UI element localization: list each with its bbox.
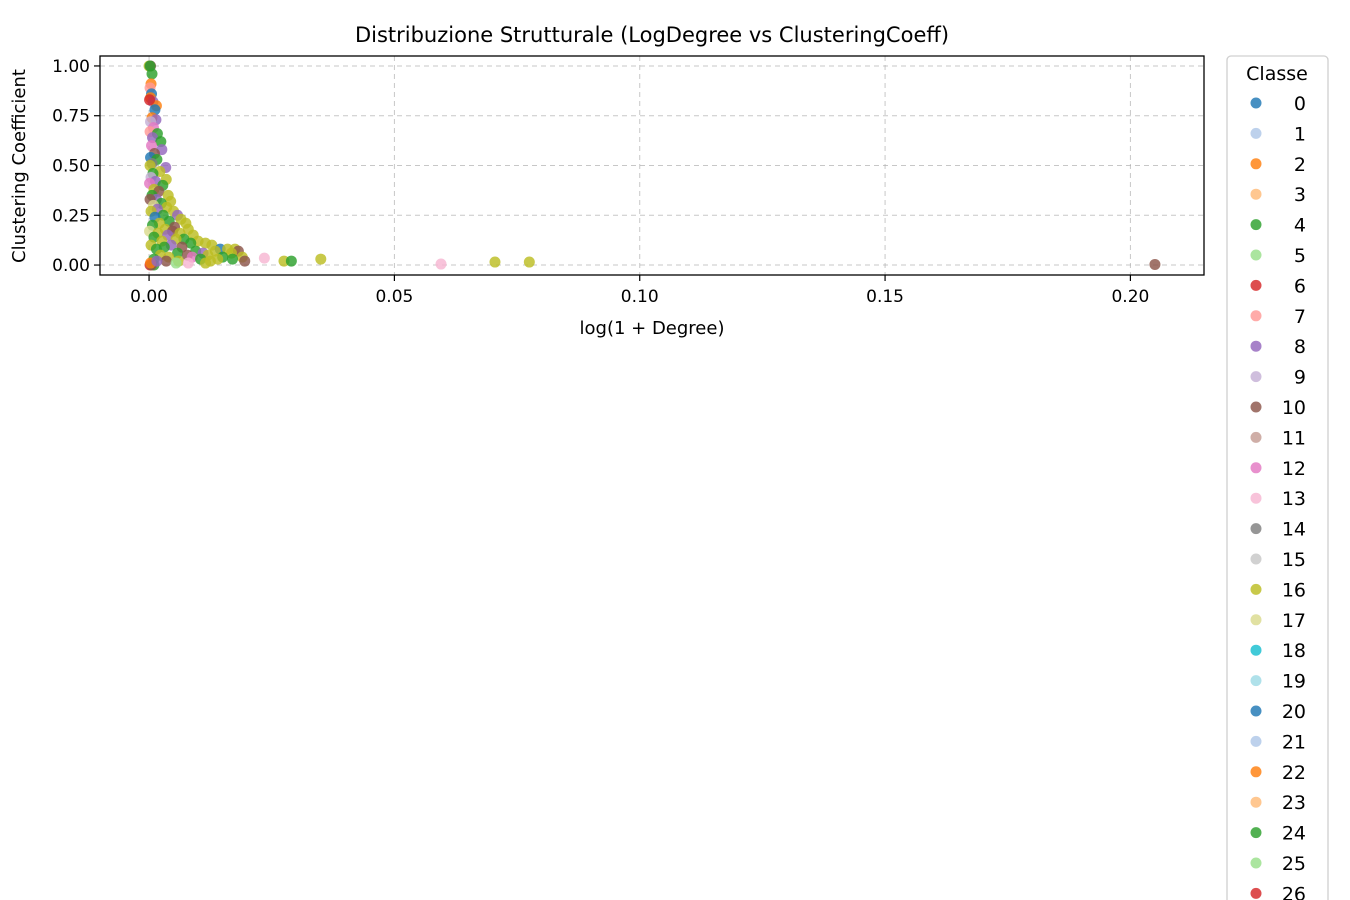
data-point (146, 68, 158, 80)
data-point (489, 256, 501, 268)
data-point (239, 255, 251, 267)
data-point (523, 256, 535, 268)
legend-marker (1250, 279, 1262, 291)
legend-marker (1250, 644, 1262, 656)
legend-marker (1250, 553, 1262, 565)
data-point (435, 258, 447, 270)
legend-label: 11 (1282, 427, 1306, 449)
legend-marker (1250, 614, 1262, 626)
x-tick-label: 0.05 (375, 287, 413, 307)
legend-marker (1250, 462, 1262, 474)
data-point (315, 253, 327, 265)
legend-label: 14 (1282, 519, 1306, 541)
legend-title: Classe (1246, 63, 1308, 85)
y-axis-label: Clustering Coefficient (9, 69, 30, 263)
chart-title: Distribuzione Strutturale (LogDegree vs … (355, 23, 949, 47)
data-point (147, 132, 159, 144)
legend-marker (1250, 401, 1262, 413)
data-point (185, 237, 197, 249)
legend-label: 19 (1282, 671, 1306, 693)
data-point (151, 255, 163, 267)
legend-label: 21 (1282, 731, 1306, 753)
x-axis-ticks: 0.00 0.05 0.10 0.15 0.20 (130, 275, 1149, 307)
data-point (182, 257, 194, 269)
legend-marker (1250, 492, 1262, 504)
legend-label: 7 (1294, 306, 1306, 328)
legend-marker (1250, 523, 1262, 535)
legend-marker (1250, 827, 1262, 839)
legend-box (1226, 55, 1329, 900)
legend-marker (1250, 97, 1262, 109)
legend-marker (1250, 735, 1262, 747)
legend-label: 25 (1282, 853, 1306, 875)
legend-entries: 0123456789101112131415161718192021222324… (1250, 93, 1306, 900)
legend-marker (1250, 371, 1262, 383)
legend-marker (1250, 219, 1262, 231)
data-point (170, 257, 182, 269)
legend-label: 9 (1294, 367, 1306, 389)
legend-marker (1250, 766, 1262, 778)
data-points (143, 60, 1161, 271)
legend-label: 20 (1282, 701, 1306, 723)
legend-label: 10 (1282, 397, 1306, 419)
legend-label: 12 (1282, 458, 1306, 480)
data-point (226, 253, 238, 265)
legend-marker (1250, 340, 1262, 352)
legend: Classe 012345678910111213141516171819202… (1226, 55, 1329, 900)
data-point (155, 136, 167, 148)
y-tick-label: 0.75 (52, 107, 90, 127)
legend-label: 5 (1294, 245, 1306, 267)
legend-label: 26 (1282, 883, 1306, 900)
x-tick-label: 0.20 (1111, 287, 1149, 307)
y-tick-label: 0.00 (52, 256, 90, 276)
legend-marker (1250, 158, 1262, 170)
y-tick-label: 0.50 (52, 157, 90, 177)
legend-marker (1250, 127, 1262, 139)
legend-marker (1250, 705, 1262, 717)
legend-marker (1250, 583, 1262, 595)
legend-marker (1250, 188, 1262, 200)
legend-label: 23 (1282, 792, 1306, 814)
x-axis-label: log(1 + Degree) (580, 318, 725, 339)
legend-label: 1 (1294, 123, 1306, 145)
grid-lines (100, 56, 1204, 275)
legend-label: 2 (1294, 154, 1306, 176)
legend-label: 3 (1294, 184, 1306, 206)
legend-label: 4 (1294, 215, 1306, 237)
data-point (1149, 258, 1161, 270)
x-tick-label: 0.10 (621, 287, 659, 307)
x-tick-label: 0.15 (866, 287, 904, 307)
legend-label: 6 (1294, 275, 1306, 297)
legend-label: 16 (1282, 579, 1306, 601)
legend-label: 24 (1282, 823, 1306, 845)
legend-marker (1250, 249, 1262, 261)
data-point (172, 247, 184, 259)
data-point (199, 257, 211, 269)
legend-marker (1250, 887, 1262, 899)
legend-label: 17 (1282, 610, 1306, 632)
data-point (258, 252, 270, 264)
y-axis-ticks: 0.00 0.25 0.50 0.75 1.00 (52, 57, 100, 276)
legend-label: 0 (1294, 93, 1306, 115)
data-point (144, 94, 156, 106)
x-tick-label: 0.00 (130, 287, 168, 307)
legend-marker (1250, 431, 1262, 443)
legend-label: 18 (1282, 640, 1306, 662)
data-point (285, 255, 297, 267)
legend-label: 8 (1294, 336, 1306, 358)
legend-marker (1250, 675, 1262, 687)
legend-label: 15 (1282, 549, 1306, 571)
legend-label: 13 (1282, 488, 1306, 510)
y-tick-label: 1.00 (52, 57, 90, 77)
legend-label: 22 (1282, 762, 1306, 784)
legend-marker (1250, 857, 1262, 869)
legend-marker (1250, 796, 1262, 808)
legend-marker (1250, 310, 1262, 322)
y-tick-label: 0.25 (52, 206, 90, 226)
data-point (160, 255, 172, 267)
